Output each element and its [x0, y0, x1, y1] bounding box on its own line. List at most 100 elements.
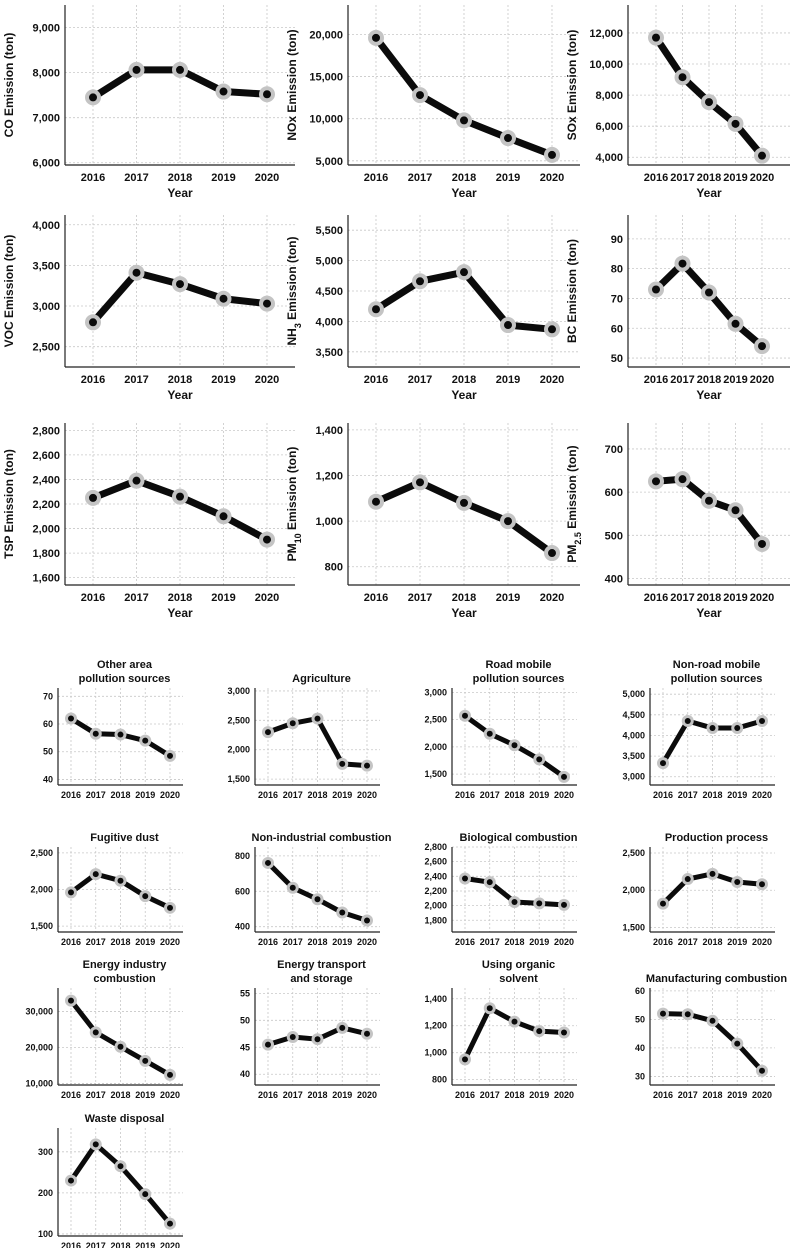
y-tick-label: 70	[43, 691, 53, 701]
y-tick-label: 55	[240, 988, 250, 998]
y-tick-label: 15,000	[309, 72, 343, 84]
x-tick-label: 2020	[255, 592, 279, 604]
data-point	[504, 134, 512, 143]
panel-non-industrial-combustion: 400 600 800 2016 2017 2018 2019 2020 Non-industr…	[235, 832, 392, 947]
panel-title: Biological combustion	[460, 832, 578, 844]
y-tick-label: 2,000	[424, 742, 447, 752]
x-tick-label: 2018	[702, 790, 722, 800]
panel-title: Non-road mobile	[673, 659, 760, 671]
y-tick-label: 500	[605, 530, 623, 542]
y-tick-label: 50	[635, 1014, 645, 1024]
data-point	[759, 1067, 765, 1074]
y-tick-label: 30,000	[25, 1006, 53, 1016]
data-point	[709, 870, 716, 877]
x-tick-label: 2019	[135, 1090, 155, 1100]
panel-nox-emission-ton: 5,000 10,000 15,000 20,000 2016 2017 2018 2019 2…	[285, 5, 580, 200]
x-tick-label: 2018	[168, 172, 192, 184]
data-point	[678, 259, 687, 268]
x-tick-label: 2016	[61, 1090, 81, 1100]
x-tick-label: 2019	[723, 374, 747, 386]
data-point	[548, 150, 556, 159]
x-tick-label: 2016	[258, 1090, 278, 1100]
y-tick-label: 1,800	[32, 548, 60, 560]
data-point	[117, 877, 124, 884]
x-tick-label: 2018	[452, 172, 476, 184]
y-axis-title: VOC Emission (ton)	[2, 235, 16, 348]
x-tick-label: 2016	[258, 937, 278, 947]
panel-title: Non-industrial combustion	[252, 832, 392, 844]
x-tick-label: 2018	[504, 937, 524, 947]
x-axis-title: Year	[696, 606, 722, 620]
data-point	[314, 715, 321, 722]
y-axis-title: TSP Emission (ton)	[2, 449, 16, 559]
y-tick-label: 400	[605, 574, 623, 586]
x-tick-label: 2020	[160, 937, 180, 947]
y-tick-label: 1,400	[424, 994, 447, 1004]
data-point	[504, 321, 512, 330]
x-tick-label: 2016	[653, 790, 673, 800]
y-tick-label: 50	[240, 1015, 250, 1025]
data-point	[142, 1057, 149, 1064]
panel-title: pollution sources	[473, 673, 565, 685]
data-point	[709, 725, 716, 732]
y-tick-label: 4,000	[595, 152, 623, 164]
x-axis-title: Year	[451, 606, 477, 620]
x-tick-label: 2020	[540, 374, 564, 386]
data-point	[117, 1163, 124, 1170]
x-tick-label: 2016	[61, 1241, 81, 1248]
panel-title: Energy transport	[277, 959, 366, 971]
y-tick-label: 50	[43, 747, 53, 757]
y-tick-label: 3,000	[227, 686, 250, 696]
panel-waste-disposal: 100 200 300 2016 2017 2018 2019 2020 Waste dispo…	[38, 1113, 183, 1248]
y-axis-title: PM10 Emission (ton)	[285, 447, 303, 562]
panel-non-road-mobile-pollution-sources: 3,000 3,500 4,000 4,500 5,000 2016 2017 2018 201…	[622, 659, 775, 800]
y-tick-label: 20,000	[309, 29, 343, 41]
x-tick-label: 2018	[702, 937, 722, 947]
data-point	[660, 1010, 666, 1017]
data-point	[289, 720, 296, 727]
data-point	[364, 762, 370, 769]
panel-tsp-emission-ton: 1,600 1,800 2,000 2,200 2,400 2,600 2,800 2016 2…	[2, 423, 295, 620]
data-point	[504, 517, 512, 526]
data-point	[314, 1036, 321, 1043]
data-point	[460, 498, 468, 507]
data-point	[548, 549, 556, 558]
x-tick-label: 2017	[124, 172, 148, 184]
data-point	[416, 478, 424, 487]
y-tick-label: 1,000	[315, 516, 343, 528]
x-tick-label: 2019	[211, 172, 235, 184]
y-tick-label: 800	[235, 851, 250, 861]
data-point	[372, 497, 380, 506]
panel-title: solvent	[499, 973, 538, 985]
y-tick-label: 2,500	[30, 848, 53, 858]
data-point	[486, 1005, 493, 1012]
x-tick-label: 2016	[653, 1090, 673, 1100]
y-tick-label: 200	[38, 1188, 53, 1198]
data-point	[372, 305, 380, 314]
x-tick-label: 2016	[61, 937, 81, 947]
data-point	[265, 859, 271, 866]
y-tick-label: 1,400	[315, 425, 343, 437]
panel-title: Road mobile	[485, 659, 551, 671]
x-tick-label: 2016	[364, 172, 388, 184]
x-tick-label: 2020	[540, 172, 564, 184]
data-point	[132, 268, 141, 277]
y-tick-label: 9,000	[32, 23, 60, 35]
y-tick-label: 600	[605, 487, 623, 499]
panel-title: Waste disposal	[85, 1113, 165, 1125]
data-point	[486, 879, 493, 886]
data-point	[731, 119, 740, 128]
x-tick-label: 2019	[332, 790, 352, 800]
x-tick-label: 2019	[496, 172, 520, 184]
x-tick-label: 2017	[86, 937, 106, 947]
panel-other-area-pollution-sources: 40 50 60 70 2016 2017 2018 2019 2020 Other area po…	[43, 659, 183, 800]
x-tick-label: 2020	[357, 1090, 377, 1100]
panel-agriculture: 1,500 2,000 2,500 3,000 2016 2017 2018 2019 2020…	[227, 673, 380, 800]
data-point	[678, 73, 687, 82]
y-tick-label: 1,200	[315, 470, 343, 482]
data-point	[684, 718, 691, 725]
data-point	[416, 91, 424, 100]
x-tick-label: 2018	[307, 937, 327, 947]
y-tick-label: 2,500	[622, 848, 645, 858]
